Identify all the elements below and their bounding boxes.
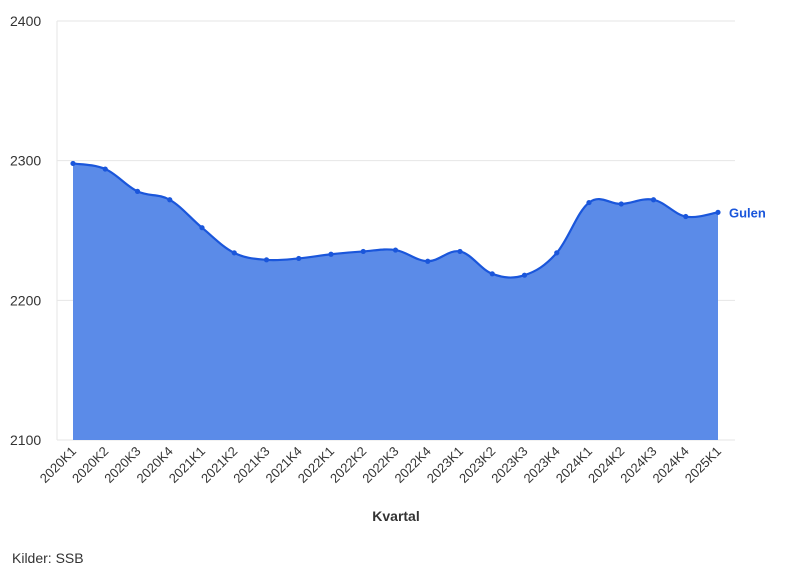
data-point (683, 213, 689, 220)
data-point (167, 197, 173, 203)
data-point (425, 258, 431, 264)
series-label: Gulen (729, 205, 766, 220)
y-tick-label: 2200 (10, 292, 41, 308)
x-axis-title: Kvartal (372, 508, 419, 524)
points-layer (70, 160, 721, 278)
y-tick-label: 2400 (10, 13, 41, 29)
data-point (199, 225, 205, 231)
data-point (618, 201, 624, 207)
data-point (586, 199, 592, 206)
data-point (392, 247, 399, 253)
data-point (715, 209, 721, 215)
y-tick-label: 2100 (10, 432, 41, 448)
data-point (650, 197, 657, 203)
series-area-fill (73, 163, 718, 440)
data-point (70, 160, 76, 167)
data-point (489, 271, 495, 277)
data-point (457, 248, 463, 255)
data-point (296, 255, 302, 262)
data-point (521, 272, 528, 278)
y-axis: 2100 2200 2300 2400 (10, 13, 41, 448)
data-point (102, 166, 108, 172)
x-tick-label: 2025K1 (682, 444, 724, 486)
data-point (134, 188, 141, 194)
data-point (231, 250, 237, 256)
source-note: Kilder: SSB (12, 550, 84, 566)
data-point (554, 250, 560, 256)
data-point (360, 248, 366, 255)
y-tick-label: 2300 (10, 153, 41, 169)
data-point (328, 251, 334, 257)
data-point (263, 257, 270, 263)
x-axis: 2020K12020K22020K32020K42021K12021K22021… (37, 444, 724, 486)
